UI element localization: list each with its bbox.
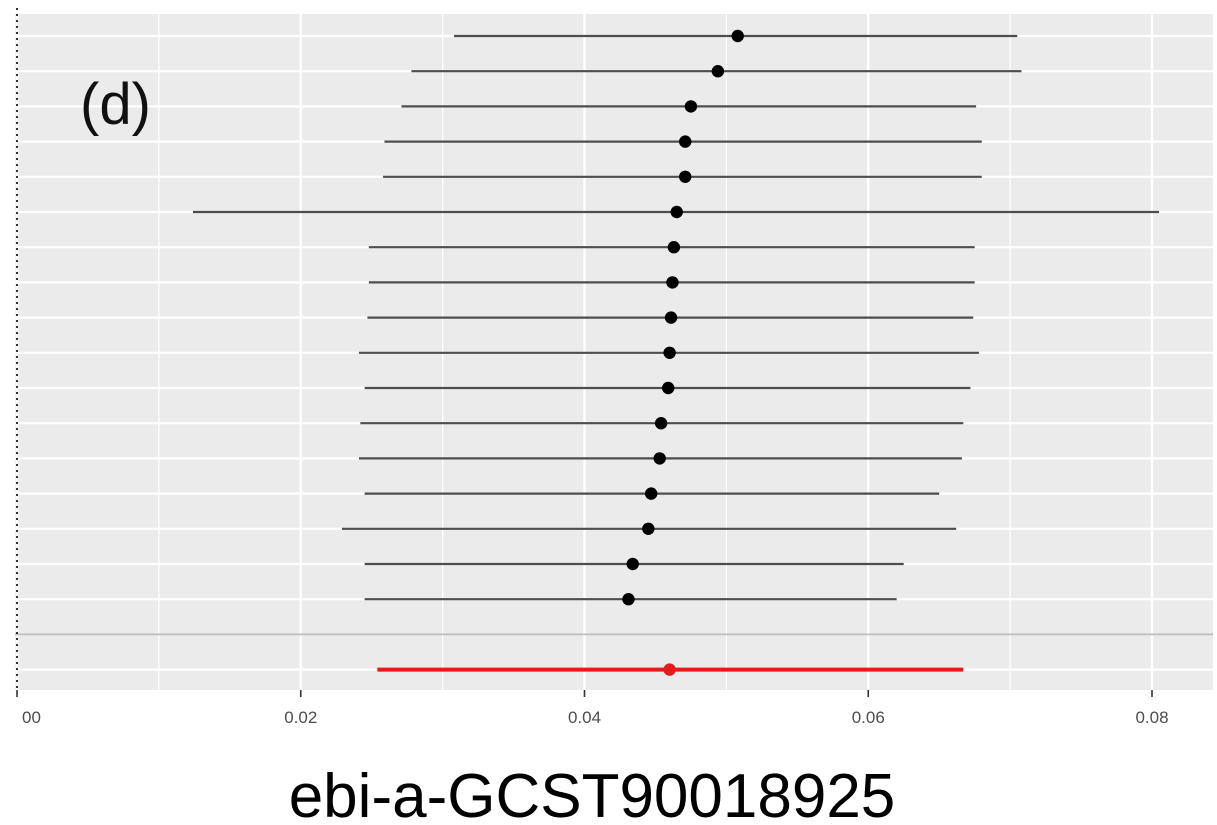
point-estimate: [666, 276, 679, 289]
x-axis-label: ebi-a-GCST90018925: [289, 762, 896, 825]
x-tick-label: 0.08: [1135, 708, 1168, 727]
estimate-marks: [192, 29, 1160, 676]
x-tick-label: 0.04: [568, 708, 601, 727]
point-estimate: [664, 311, 678, 324]
point-estimate: [679, 170, 692, 183]
point-estimate: [684, 100, 698, 113]
x-tick-label: 00: [22, 708, 41, 727]
point-estimate: [663, 346, 676, 359]
panel-label: (d): [80, 72, 151, 137]
point-estimate: [711, 65, 725, 78]
point-estimate: [622, 593, 635, 606]
point-estimate: [670, 205, 683, 219]
point-estimate: [667, 241, 681, 254]
x-tick-label: 0.06: [852, 708, 885, 727]
point-estimate: [653, 452, 666, 465]
point-estimate: [679, 135, 692, 148]
point-estimate: [642, 522, 655, 535]
point-estimate: [662, 381, 675, 395]
point-estimate: [644, 487, 658, 500]
point-estimate: [731, 29, 744, 43]
x-tick-label: 0.02: [284, 708, 317, 727]
point-estimate: [654, 417, 668, 430]
pooled-estimate: [663, 663, 676, 676]
point-estimate: [626, 557, 639, 571]
x-axis: 00 0.02 0.04 0.06 0.08: [16, 690, 1169, 727]
